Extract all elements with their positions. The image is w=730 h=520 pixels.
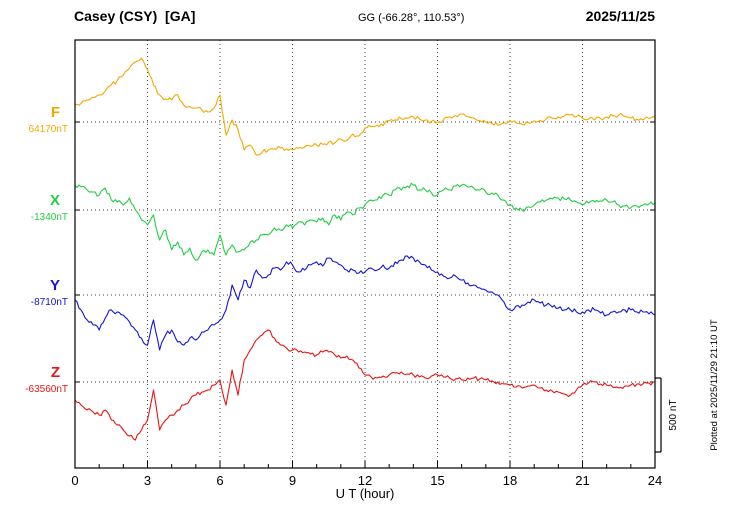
x-axis-label: U T (hour) — [335, 486, 395, 501]
plotted-at-note: Plotted at 2025/11/29 21:10 UT — [709, 319, 720, 451]
x-tick-label: 3 — [144, 473, 151, 488]
trace-z — [74, 329, 656, 441]
x-tick-label: 15 — [430, 473, 444, 488]
series-label-z: Z — [50, 364, 60, 381]
series-label-y: Y — [49, 277, 60, 294]
scale-bar-label: 500 nT — [668, 399, 679, 430]
series-value-x: -1340nT — [30, 212, 68, 223]
x-tick-label: 18 — [503, 473, 517, 488]
station-title: Casey (CSY) [GA] — [74, 8, 196, 24]
series-label-f: F — [50, 104, 60, 121]
observation-date: 2025/11/25 — [585, 8, 655, 24]
trace-y — [74, 255, 656, 351]
x-tick-label: 9 — [289, 473, 296, 488]
series-value-y: -8710nT — [30, 297, 68, 308]
plot-frame — [74, 39, 656, 469]
series-value-f: 64170nT — [28, 124, 68, 135]
trace-x — [74, 182, 656, 261]
x-tick-label: 6 — [216, 473, 223, 488]
series-value-z: -63560nT — [25, 384, 68, 395]
series-label-x: X — [49, 192, 60, 209]
x-tick-label: 12 — [358, 473, 372, 488]
x-tick-label: 0 — [71, 473, 78, 488]
trace-f — [74, 57, 656, 156]
geographic-coords: GG (-66.28°, 110.53°) — [358, 12, 465, 24]
x-tick-label: 24 — [648, 473, 662, 488]
x-tick-label: 21 — [575, 473, 589, 488]
